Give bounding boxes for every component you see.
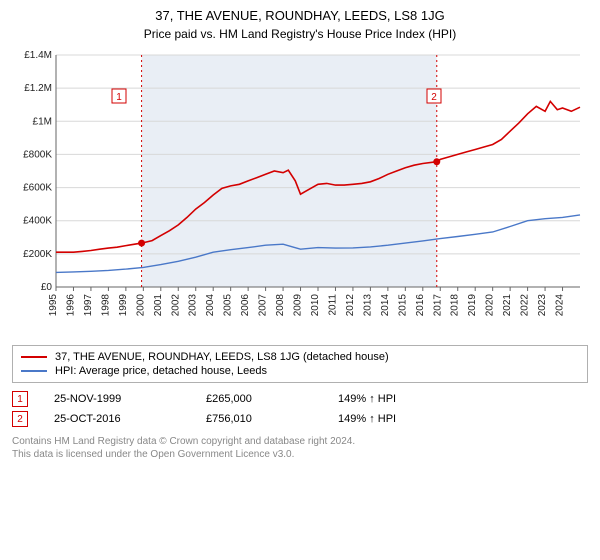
sale-date: 25-NOV-1999 — [54, 393, 194, 405]
legend: 37, THE AVENUE, ROUNDHAY, LEEDS, LS8 1JG… — [12, 345, 588, 383]
svg-text:2014: 2014 — [380, 294, 391, 317]
svg-text:2000: 2000 — [135, 294, 146, 317]
sale-price: £756,010 — [206, 413, 326, 425]
svg-text:2016: 2016 — [415, 294, 426, 317]
legend-swatch — [21, 370, 47, 372]
svg-text:2022: 2022 — [520, 294, 531, 317]
svg-text:2017: 2017 — [432, 294, 443, 317]
svg-text:1998: 1998 — [100, 294, 111, 317]
sale-price: £265,000 — [206, 393, 326, 405]
sale-delta: 149% ↑ HPI — [338, 393, 458, 405]
svg-text:2008: 2008 — [275, 294, 286, 317]
legend-item: HPI: Average price, detached house, Leed… — [21, 364, 579, 378]
svg-text:£800K: £800K — [23, 149, 52, 160]
svg-text:2021: 2021 — [502, 294, 513, 317]
legend-item: 37, THE AVENUE, ROUNDHAY, LEEDS, LS8 1JG… — [21, 350, 579, 364]
footer-line-1: Contains HM Land Registry data © Crown c… — [12, 435, 588, 448]
svg-text:£200K: £200K — [23, 249, 52, 260]
svg-text:£400K: £400K — [23, 216, 52, 227]
svg-text:2009: 2009 — [293, 294, 304, 317]
sale-date: 25-OCT-2016 — [54, 413, 194, 425]
svg-text:2004: 2004 — [205, 294, 216, 317]
sale-marker: 2 — [12, 411, 28, 427]
svg-text:2018: 2018 — [450, 294, 461, 317]
svg-text:2001: 2001 — [153, 294, 164, 317]
svg-text:£1.4M: £1.4M — [24, 50, 52, 61]
footer-line-2: This data is licensed under the Open Gov… — [12, 448, 588, 461]
svg-text:2015: 2015 — [397, 294, 408, 317]
svg-text:2020: 2020 — [485, 294, 496, 317]
svg-text:1: 1 — [116, 92, 122, 103]
svg-text:1999: 1999 — [118, 294, 129, 317]
svg-text:2003: 2003 — [188, 294, 199, 317]
svg-text:2024: 2024 — [555, 294, 566, 317]
svg-text:£600K: £600K — [23, 183, 52, 194]
sale-marker: 1 — [12, 391, 28, 407]
sale-delta: 149% ↑ HPI — [338, 413, 458, 425]
chart-title: 37, THE AVENUE, ROUNDHAY, LEEDS, LS8 1JG — [12, 8, 588, 23]
svg-text:2010: 2010 — [310, 294, 321, 317]
svg-text:2019: 2019 — [467, 294, 478, 317]
legend-swatch — [21, 356, 47, 358]
legend-label: 37, THE AVENUE, ROUNDHAY, LEEDS, LS8 1JG… — [55, 351, 389, 363]
svg-text:1995: 1995 — [48, 294, 59, 317]
svg-text:£0: £0 — [41, 282, 53, 293]
svg-text:2013: 2013 — [362, 294, 373, 317]
chart-subtitle: Price paid vs. HM Land Registry's House … — [12, 27, 588, 41]
svg-text:2: 2 — [431, 92, 437, 103]
svg-text:2007: 2007 — [258, 294, 269, 317]
svg-text:2011: 2011 — [327, 294, 338, 316]
svg-text:£1.2M: £1.2M — [24, 83, 52, 94]
svg-text:1996: 1996 — [65, 294, 76, 317]
legend-label: HPI: Average price, detached house, Leed… — [55, 365, 267, 377]
svg-text:2002: 2002 — [170, 294, 181, 317]
sales-table: 1 25-NOV-1999 £265,000 149% ↑ HPI 2 25-OCT-20… — [12, 391, 588, 427]
svg-text:2005: 2005 — [223, 294, 234, 317]
svg-text:2023: 2023 — [537, 294, 548, 317]
svg-text:1997: 1997 — [83, 294, 94, 317]
svg-text:2006: 2006 — [240, 294, 251, 317]
svg-text:£1M: £1M — [33, 116, 52, 127]
price-chart: £0 £200K £400K £600K £800K £1M £1.2M £1.4M 1995 1… — [12, 49, 588, 339]
svg-text:2012: 2012 — [345, 294, 356, 317]
footer-attribution: Contains HM Land Registry data © Crown c… — [12, 435, 588, 461]
